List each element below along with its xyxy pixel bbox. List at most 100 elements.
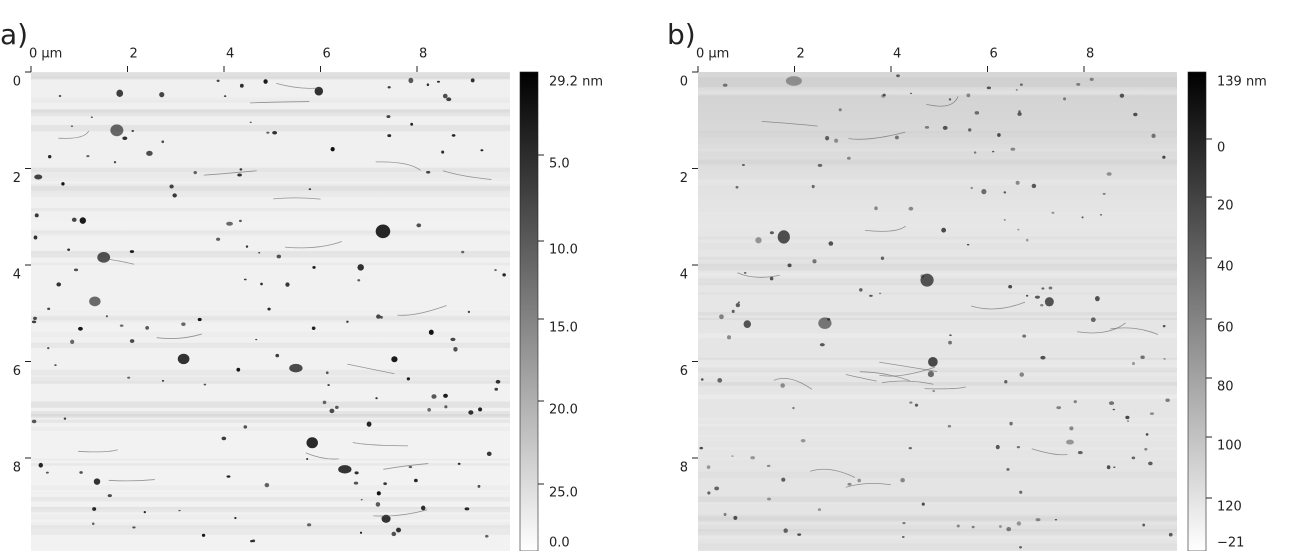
particle [266, 131, 270, 134]
particle [255, 338, 258, 341]
particle [376, 491, 381, 496]
particle [731, 309, 735, 314]
fiber [865, 225, 906, 232]
particle [375, 397, 378, 400]
particle [420, 505, 426, 511]
particle [1112, 408, 1116, 411]
fiber [761, 121, 818, 127]
particle [90, 116, 93, 118]
particle [722, 83, 728, 87]
scan-stripe [698, 533, 1177, 540]
fiber [352, 442, 408, 447]
particle [375, 224, 391, 239]
particle [766, 464, 771, 468]
scan-stripe [31, 318, 510, 321]
scan-stripe [31, 411, 510, 417]
scan-stripe [698, 392, 1177, 399]
particle [894, 135, 899, 140]
x-tick-label: 0 µm [696, 47, 729, 62]
fiber [156, 333, 202, 339]
particle [234, 516, 237, 520]
particle [484, 534, 489, 538]
particle [920, 274, 925, 278]
particle [811, 184, 815, 189]
fiber [773, 378, 813, 390]
particle [1003, 219, 1006, 221]
particle [700, 378, 704, 381]
particle [1006, 468, 1010, 471]
scan-stripe [31, 109, 510, 117]
colorbar-label: 29.2 nm [549, 75, 603, 90]
scan-stripe [31, 458, 510, 461]
particle [86, 154, 90, 158]
particle [787, 263, 792, 268]
particle [314, 86, 324, 96]
particle [986, 86, 991, 90]
particle [446, 97, 452, 102]
particle [391, 531, 397, 537]
particle [353, 481, 359, 485]
scan-stripe [698, 393, 1177, 396]
scan-stripe [698, 447, 1177, 450]
particle [193, 171, 197, 175]
particle [258, 252, 261, 254]
particle [289, 363, 303, 373]
particle [727, 335, 732, 340]
particle [995, 444, 1000, 450]
particle [818, 317, 832, 329]
scan-stripe [31, 100, 510, 103]
scan-stripe [698, 236, 1177, 240]
particle [239, 168, 243, 171]
scan-stripe [31, 315, 510, 320]
particle [197, 317, 202, 322]
particle [306, 437, 318, 449]
scan-stripe [698, 516, 1177, 522]
scan-stripe [31, 496, 510, 502]
particle [1056, 406, 1062, 410]
particle [93, 478, 101, 485]
scan-stripe [698, 224, 1177, 228]
scan-stripe [31, 342, 510, 348]
y-tick-label: 4 [680, 268, 688, 283]
scan-stripe [31, 186, 510, 193]
colorbar-label: 25.0 [549, 486, 578, 501]
particle [968, 128, 972, 132]
particle [38, 462, 43, 468]
scan-stripe [698, 438, 1177, 442]
particle [276, 254, 282, 259]
particle [956, 524, 960, 528]
colorbar-label: 60 [1217, 321, 1234, 336]
colorbar-label: 120 [1217, 500, 1242, 515]
x-tick-label: 2 [130, 47, 138, 62]
colorbar-label: −21 [1217, 536, 1244, 551]
particle [1017, 112, 1022, 116]
scan-stripe [31, 190, 510, 197]
scan-stripe [698, 382, 1177, 386]
particle [129, 339, 135, 343]
particle [1089, 77, 1094, 81]
particle [467, 310, 471, 314]
scan-stripe [31, 374, 510, 382]
colorbar-label: 0.0 [549, 536, 570, 551]
scan-stripe [698, 430, 1177, 434]
particle [391, 356, 398, 363]
fiber [347, 363, 395, 375]
particle [719, 314, 724, 320]
particle [97, 252, 111, 263]
particle [1009, 421, 1013, 426]
y-tick-label: 2 [680, 171, 688, 186]
scan-stripe [698, 133, 1177, 138]
particle [327, 384, 330, 386]
particle [1162, 324, 1166, 328]
scan-stripe [31, 178, 510, 181]
particle [428, 329, 434, 335]
particle [238, 219, 242, 223]
scan-stripe [31, 236, 510, 242]
particle [386, 115, 391, 119]
y-tick-label: 8 [680, 461, 688, 476]
particle [70, 125, 74, 127]
colorbar-label: 20.0 [549, 403, 578, 418]
particle [908, 446, 912, 450]
particle [308, 188, 312, 191]
